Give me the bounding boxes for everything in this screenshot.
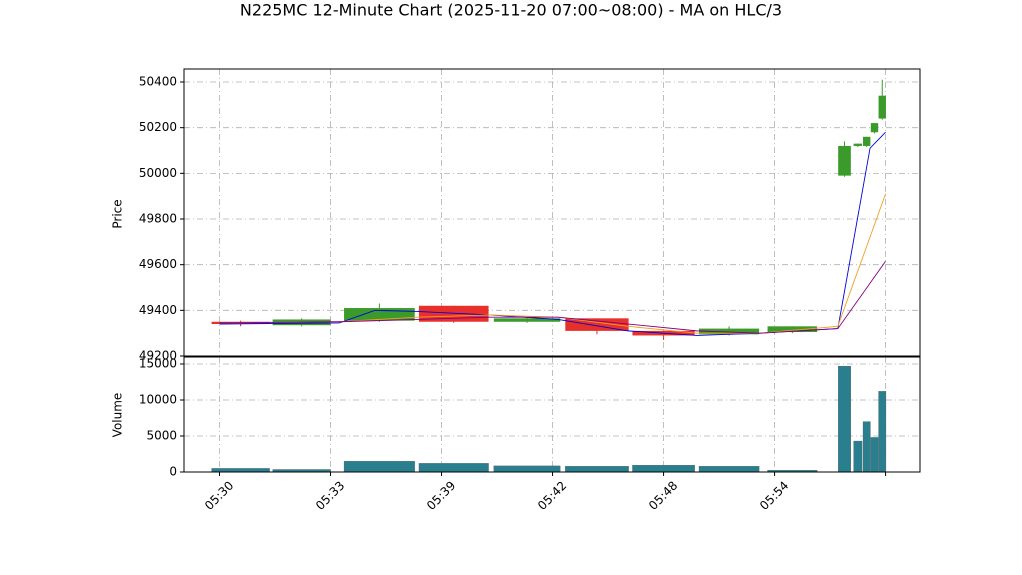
y-tick-label: 49800 <box>139 212 177 226</box>
y-tick-label: 49200 <box>139 349 177 363</box>
volume-bar <box>853 440 863 473</box>
ma-line <box>219 260 886 334</box>
ma-line <box>219 193 887 334</box>
volume-bar <box>211 468 270 473</box>
volume-axis-label: Volume <box>111 393 125 438</box>
x-tick-label: 05:42 <box>535 478 569 512</box>
volume-bar <box>870 437 879 473</box>
y-tick-label: 50200 <box>139 120 177 134</box>
volume-bar <box>632 465 695 473</box>
price-frame <box>183 68 921 357</box>
volume-tick-label: 15000 <box>139 356 177 370</box>
volume-bar <box>698 466 760 473</box>
volume-bar <box>838 365 851 473</box>
y-axis-label: Price <box>111 199 125 228</box>
candle-body <box>878 95 886 119</box>
candle-body <box>767 326 818 333</box>
x-tick-label: 05:48 <box>646 478 680 512</box>
x-tick-label: 05:30 <box>202 478 236 512</box>
candle-body <box>699 328 760 335</box>
candle-body <box>838 145 851 176</box>
candle-body <box>870 123 879 133</box>
y-tick-label: 50000 <box>139 166 177 180</box>
x-tick-label: 05:54 <box>757 478 791 512</box>
volume-tick-label: 0 <box>169 465 177 479</box>
x-tick-label: 05:33 <box>313 478 347 512</box>
candle-body <box>493 318 561 322</box>
candle-body <box>344 308 415 321</box>
volume-tick-label: 5000 <box>146 428 177 442</box>
volume-tick-label: 10000 <box>139 392 177 406</box>
volume-frame <box>183 356 921 473</box>
candle-body <box>565 318 629 331</box>
y-tick-label: 49400 <box>139 303 177 317</box>
y-tick-label: 49600 <box>139 257 177 271</box>
y-tick-label: 50400 <box>139 75 177 89</box>
volume-bar <box>565 466 629 473</box>
chart-title: N225MC 12-Minute Chart (2025-11-20 07:00… <box>240 1 782 20</box>
volume-bar <box>878 391 887 473</box>
ma-line <box>219 131 886 336</box>
volume-bar <box>493 465 561 473</box>
x-tick-label: 05:39 <box>424 478 458 512</box>
volume-bar <box>343 461 415 473</box>
candle-body <box>863 136 871 146</box>
volume-bar <box>862 421 871 473</box>
volume-bar <box>418 463 489 473</box>
candle-body <box>853 143 863 146</box>
